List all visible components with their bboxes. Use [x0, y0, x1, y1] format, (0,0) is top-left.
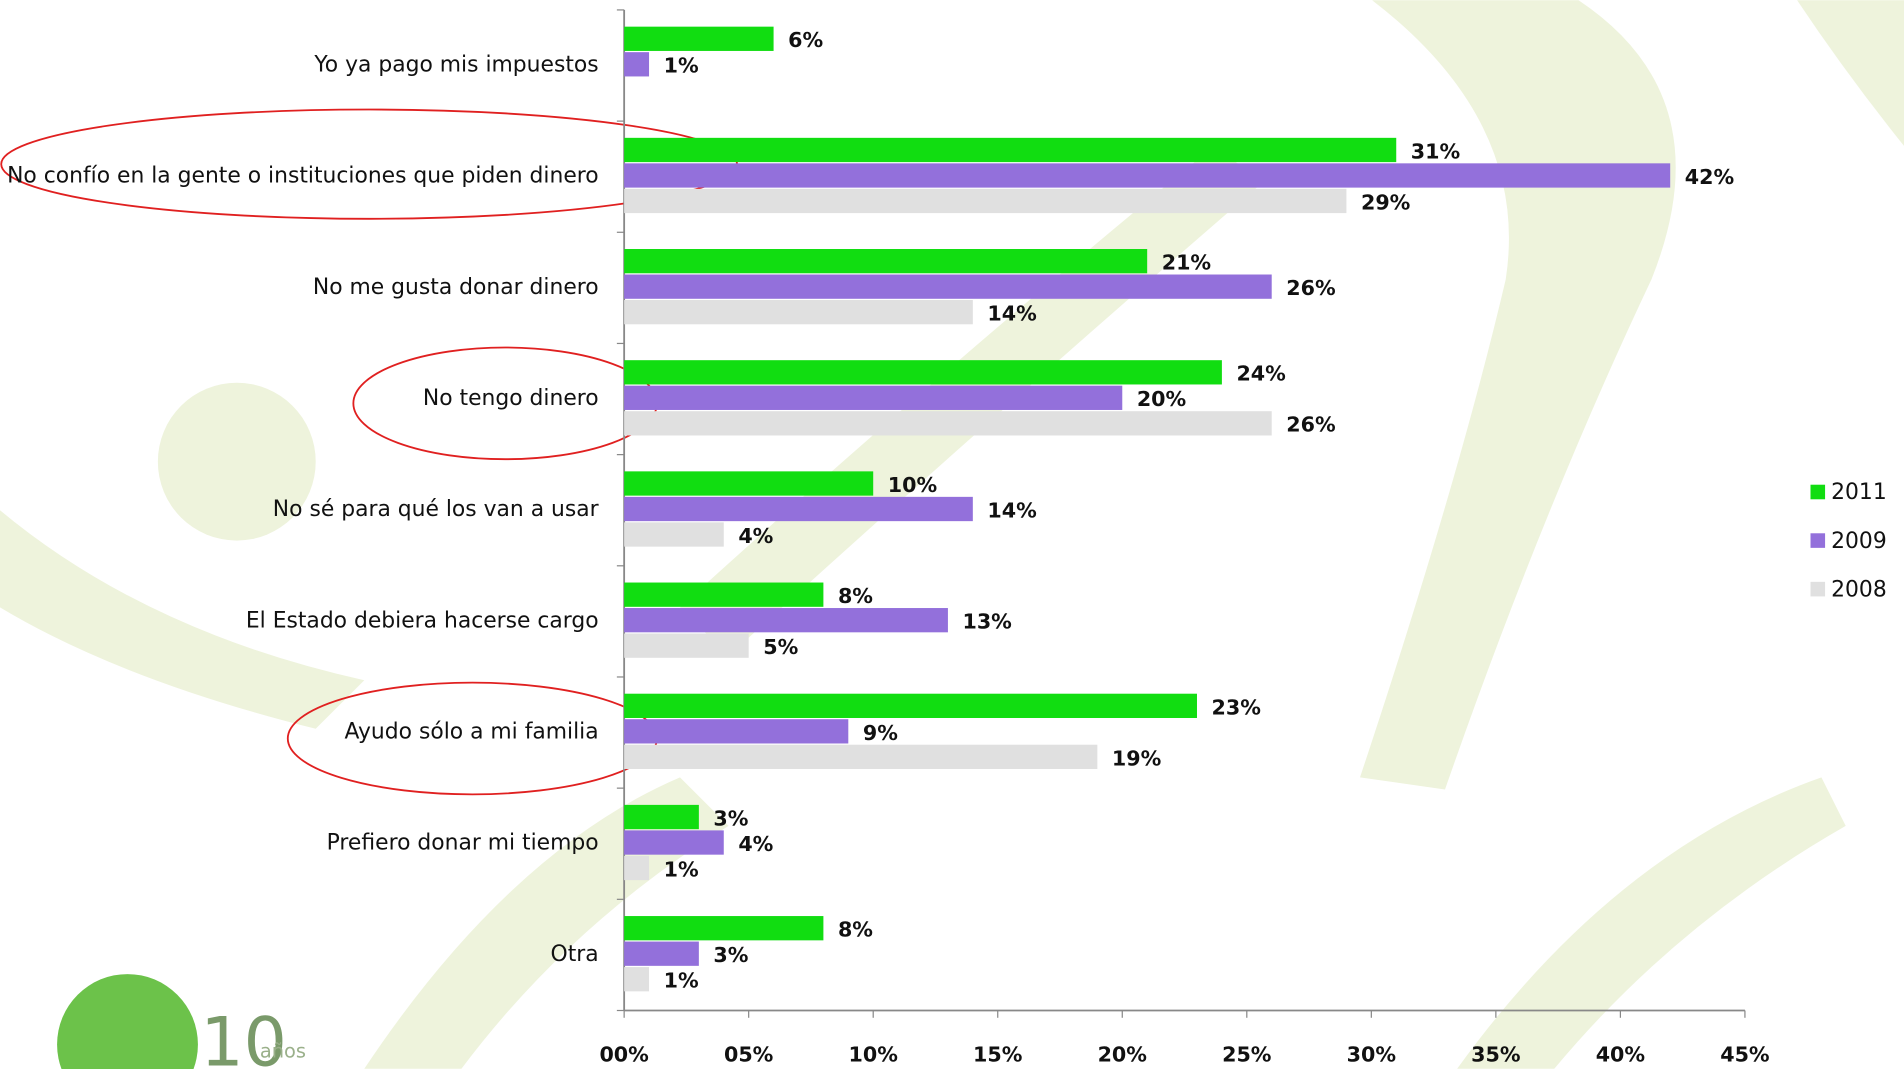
value-label: 5% — [763, 635, 798, 659]
bar — [624, 385, 1123, 410]
x-tick-label: 20% — [1098, 1042, 1148, 1066]
bar — [624, 967, 650, 992]
value-label: 3% — [713, 806, 748, 830]
x-tick-label: 30% — [1347, 1042, 1397, 1066]
value-label: 31% — [1411, 139, 1461, 163]
value-label: 9% — [863, 721, 898, 745]
legend-swatch — [1810, 484, 1826, 500]
x-tick-label: 00% — [599, 1042, 649, 1066]
value-label: 14% — [987, 498, 1037, 522]
value-label: 4% — [738, 832, 773, 856]
bar — [624, 916, 824, 941]
bar — [624, 719, 849, 744]
value-label: 42% — [1685, 165, 1735, 189]
category-label: No sé para qué los van a usar — [273, 497, 599, 522]
x-tick-label: 10% — [849, 1042, 899, 1066]
bar — [624, 137, 1397, 163]
value-label: 1% — [664, 857, 699, 881]
x-tick-label: 05% — [724, 1042, 774, 1066]
value-label: 13% — [962, 610, 1012, 634]
category-label: Yo ya pago mis impuestos — [313, 53, 598, 78]
category-label: El Estado debiera hacerse cargo — [246, 608, 599, 633]
value-label: 1% — [664, 54, 699, 78]
x-tick-label: 35% — [1471, 1042, 1521, 1066]
x-tick-label: 40% — [1596, 1042, 1646, 1066]
logo-number: 10 — [200, 1003, 287, 1069]
value-label: 29% — [1361, 190, 1411, 214]
value-label: 1% — [664, 969, 699, 993]
bar — [624, 360, 1222, 385]
bar — [624, 411, 1272, 436]
bar — [624, 582, 824, 607]
category-label: Ayudo sólo a mi familia — [345, 720, 599, 745]
legend-label: 2009 — [1831, 529, 1887, 554]
category-label: Prefiero donar mi tiempo — [327, 831, 599, 856]
bar — [624, 26, 774, 51]
value-label: 19% — [1112, 746, 1162, 770]
value-label: 26% — [1286, 276, 1336, 300]
category-label: No confío en la gente o instituciones qu… — [7, 164, 599, 189]
x-tick-label: 15% — [973, 1042, 1023, 1066]
value-label: 6% — [788, 28, 823, 52]
bar — [624, 744, 1098, 769]
legend-swatch — [1810, 533, 1826, 548]
bar — [624, 496, 973, 522]
bar — [624, 471, 874, 496]
bar — [624, 608, 948, 633]
bar — [624, 693, 1197, 718]
logo-text: años — [260, 1039, 306, 1062]
bar — [624, 633, 749, 658]
x-tick-label: 25% — [1222, 1042, 1272, 1066]
logo: 10 años — [57, 974, 306, 1069]
value-label: 24% — [1236, 362, 1286, 386]
value-label: 26% — [1286, 413, 1336, 437]
bar — [624, 522, 724, 547]
bar — [624, 249, 1148, 274]
value-label: 14% — [987, 302, 1037, 326]
value-label: 23% — [1212, 695, 1262, 719]
value-label: 4% — [738, 524, 773, 548]
value-label: 20% — [1137, 387, 1187, 411]
category-label: No tengo dinero — [423, 386, 599, 411]
value-label: 8% — [838, 918, 873, 942]
bar — [624, 274, 1272, 299]
legend-label: 2011 — [1831, 480, 1887, 505]
category-label: No me gusta donar dinero — [313, 275, 599, 300]
value-label: 21% — [1162, 251, 1212, 275]
value-label: 10% — [888, 473, 938, 497]
bar — [624, 941, 699, 966]
x-tick-label: 45% — [1720, 1042, 1770, 1066]
value-label: 8% — [838, 584, 873, 608]
bar — [624, 300, 973, 325]
value-label: 3% — [713, 943, 748, 967]
bar — [624, 830, 724, 855]
bar — [624, 52, 650, 77]
bar — [624, 855, 650, 881]
bar — [624, 804, 699, 830]
legend-label: 2008 — [1831, 577, 1887, 602]
legend-swatch — [1810, 581, 1826, 597]
bar — [624, 163, 1671, 188]
category-label: Otra — [551, 942, 599, 967]
logo-circle — [57, 974, 198, 1069]
bar — [624, 188, 1347, 214]
